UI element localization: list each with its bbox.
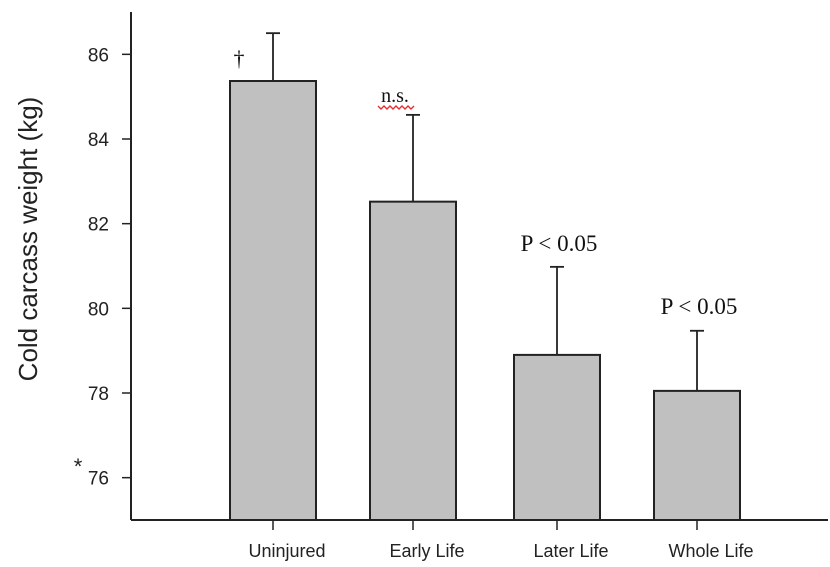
bar-annotation: n.s. — [381, 85, 409, 107]
bar — [653, 389, 741, 521]
bar — [513, 353, 601, 521]
error-bars — [266, 32, 704, 391]
x-tick-label: Uninjured — [248, 541, 325, 561]
bar — [369, 200, 457, 522]
y-tick-label: 82 — [88, 215, 109, 236]
y-tick-label: 80 — [88, 299, 109, 320]
axis-marker: * — [74, 454, 83, 479]
bars — [229, 80, 741, 522]
bar-annotation: † — [234, 46, 245, 71]
y-tick-label: 76 — [88, 469, 109, 490]
x-tick-label: Later Life — [533, 541, 608, 561]
bar-annotation: P < 0.05 — [661, 294, 738, 319]
y-tick-label: 86 — [88, 45, 109, 66]
spellcheck-underline — [377, 105, 415, 110]
y-tick-label: 84 — [88, 130, 110, 151]
y-axis-title: Cold carcass weight (kg) — [13, 97, 43, 382]
x-tick-label: Whole Life — [668, 541, 753, 561]
x-tick-label: Early Life — [389, 541, 464, 561]
labels: Uninjured Early Life Later Life Whole Life †… — [234, 46, 754, 561]
bar-annotation: P < 0.05 — [521, 231, 598, 256]
y-tick-label: 78 — [88, 384, 109, 405]
bar — [229, 80, 317, 522]
